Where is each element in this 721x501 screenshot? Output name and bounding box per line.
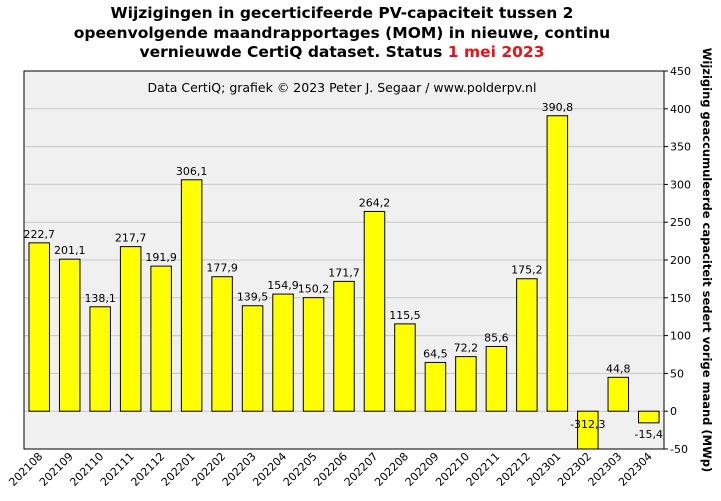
- bar-202211: [485, 345, 508, 412]
- data-label-202109: 201,1: [54, 244, 86, 257]
- status-date: 1 mei 2023: [448, 43, 545, 61]
- bar-202212: [516, 278, 538, 412]
- chart-title-line-1: Wijzigingen in gecerticifeerde PV-capaci…: [111, 4, 574, 22]
- y-tick-label: 300: [670, 178, 691, 191]
- bar-202205: [302, 297, 325, 412]
- bar-202210: [455, 356, 477, 412]
- data-label-202303: 44,8: [606, 362, 631, 375]
- data-label-202112: 191,9: [145, 251, 177, 264]
- y-tick-label: 150: [670, 292, 691, 305]
- y-tick-label: 450: [670, 65, 691, 78]
- chart-title-line-3-text: vernieuwde CertiQ dataset. Status: [140, 43, 448, 61]
- data-label-202208: 115,5: [389, 309, 421, 322]
- bar-202204: [272, 293, 294, 412]
- data-label-202210: 72,2: [454, 342, 479, 355]
- data-label-202203: 139,5: [237, 291, 269, 304]
- y-axis-ticks: -50 0 50 100 150 200 250 300 350 400 450: [664, 65, 691, 456]
- data-label-202301: 390,8: [542, 101, 574, 114]
- y-tick-label: 100: [670, 330, 691, 343]
- y-tick-label: 200: [670, 254, 691, 267]
- data-label-202212: 175,2: [511, 264, 543, 277]
- bar-202208: [394, 323, 416, 412]
- data-label-202211: 85,6: [484, 331, 509, 344]
- bar-202207: [363, 210, 386, 412]
- data-label-202302: -312,3: [570, 418, 605, 431]
- y-axis-label: Wijziging geaccumuleerde capaciteit sede…: [700, 48, 714, 473]
- bar-202202: [211, 276, 233, 412]
- data-label-202110: 138,1: [84, 292, 116, 305]
- y-tick-label: -50: [670, 443, 688, 456]
- bar-202110: [89, 306, 111, 412]
- bar-202111: [119, 246, 142, 412]
- data-labels: 222,7 201,1 138,1 217,7 191,9 306,1 177,9 139,5…: [23, 101, 663, 441]
- bar-202112: [150, 265, 172, 412]
- bar-202203: [241, 305, 264, 412]
- y-tick-label: 0: [670, 405, 677, 418]
- bar-202301: [546, 115, 569, 412]
- bar-202201: [180, 179, 203, 412]
- bar-202304: [638, 410, 660, 424]
- data-label-202204: 154,9: [267, 279, 299, 292]
- bar-202109: [58, 258, 81, 412]
- data-label-202202: 177,9: [206, 262, 238, 275]
- chart-title-line-3: vernieuwde CertiQ dataset. Status 1 mei …: [140, 43, 545, 61]
- bar-202108: [28, 242, 50, 412]
- data-label-202304: -15,4: [635, 428, 663, 441]
- bar-202209: [424, 361, 447, 412]
- bar-202206: [333, 280, 355, 412]
- bars: [28, 115, 660, 450]
- y-tick-label: 350: [670, 141, 691, 154]
- bar-202303: [607, 376, 630, 412]
- y-tick-label: 50: [670, 367, 684, 380]
- data-label-202206: 171,7: [328, 266, 360, 279]
- data-label-202201: 306,1: [176, 165, 208, 178]
- y-tick-label: 400: [670, 103, 691, 116]
- data-label-202205: 150,2: [298, 283, 330, 296]
- data-credit: Data CertiQ; grafiek © 2023 Peter J. Seg…: [148, 80, 537, 95]
- data-label-202209: 64,5: [423, 347, 448, 360]
- chart-title-line-2: opeenvolgende maandrapportages (MOM) in …: [74, 24, 610, 42]
- data-label-202108: 222,7: [23, 228, 55, 241]
- data-label-202111: 217,7: [115, 232, 147, 245]
- y-tick-label: 250: [670, 216, 691, 229]
- data-label-202207: 264,2: [359, 196, 391, 209]
